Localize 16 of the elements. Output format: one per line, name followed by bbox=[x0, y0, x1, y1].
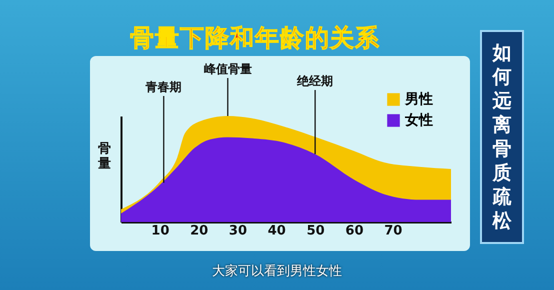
side-caption: 如何远离骨质疏松 bbox=[480, 30, 524, 244]
x-tick-label: 20 bbox=[190, 224, 208, 238]
x-tick-label: 70 bbox=[384, 224, 402, 238]
y-axis-title: 骨量 bbox=[97, 142, 111, 172]
x-tick-label: 30 bbox=[228, 224, 248, 238]
legend-label: 女性 bbox=[404, 112, 433, 128]
x-tick-label: 60 bbox=[345, 224, 364, 238]
text: 大家可以看到男性女性 bbox=[211, 263, 343, 280]
chart-title: 骨量下降和年龄的关系 bbox=[129, 23, 381, 54]
legend-label: 男性 bbox=[404, 92, 433, 108]
x-tick-label: 50 bbox=[306, 224, 325, 238]
x-tick-label: 40 bbox=[268, 224, 286, 238]
annotation: 青春期 bbox=[144, 80, 182, 94]
annotation: 峰值骨量 bbox=[204, 62, 252, 76]
annotation: 绝经期 bbox=[296, 74, 334, 88]
x-tick-label: 10 bbox=[151, 224, 170, 238]
